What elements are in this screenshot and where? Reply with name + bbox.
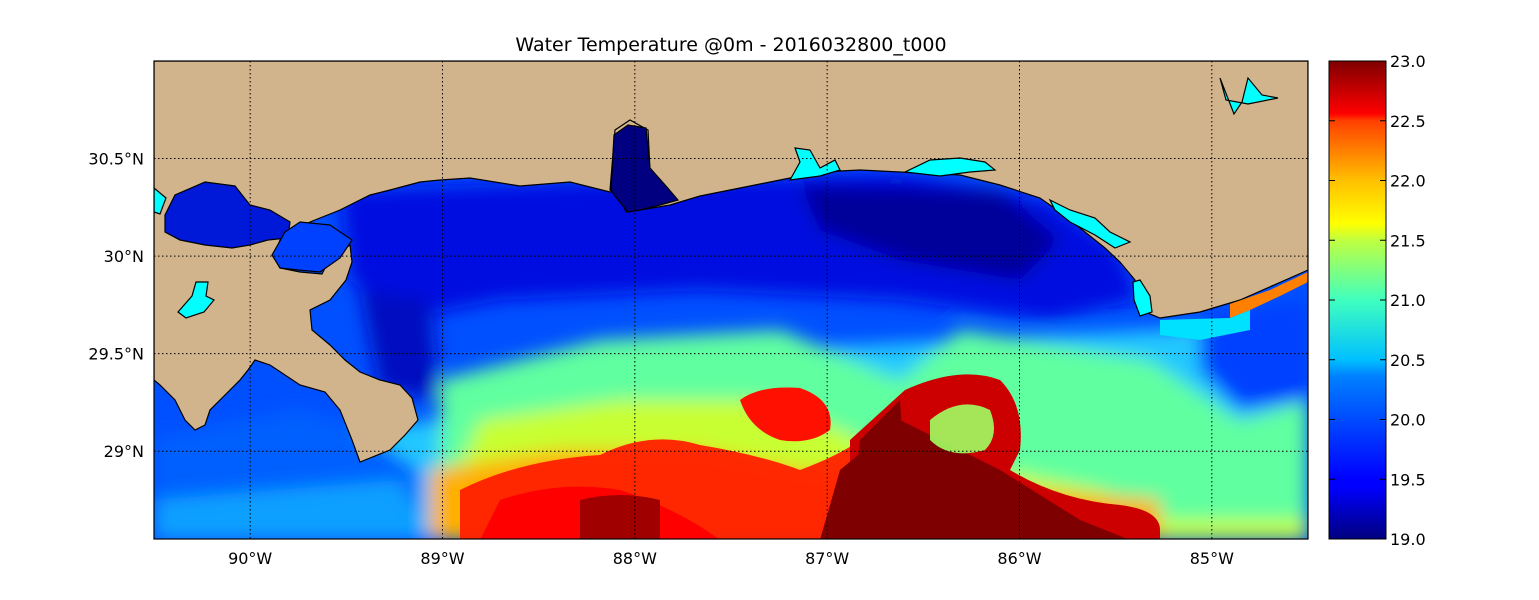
lon-tick-label: 87°W — [805, 549, 849, 568]
colorbar-gradient — [1328, 60, 1387, 540]
colorbar-tick-label: 20.0 — [1390, 411, 1426, 430]
colorbar-tick-label: 23.0 — [1390, 52, 1426, 71]
colorbar-tick-label: 19.5 — [1390, 470, 1426, 489]
colorbar-tick-label: 21.0 — [1390, 291, 1426, 310]
lat-tick-label: 29.5°N — [88, 345, 144, 364]
colorbar-tick-label: 20.5 — [1390, 351, 1426, 370]
lon-tick-label: 88°W — [613, 549, 657, 568]
map-area — [154, 61, 1308, 539]
big-bend-nearshore — [1230, 272, 1308, 318]
lon-tick-label: 89°W — [420, 549, 464, 568]
big-bend-nearshore-2 — [1160, 310, 1250, 340]
graticule — [154, 61, 1308, 539]
lon-tick-label: 86°W — [997, 549, 1041, 568]
lon-tick-label: 90°W — [228, 549, 272, 568]
inland-pond — [177, 281, 215, 319]
colorbar: 19.0 19.5 20.0 20.5 21.0 21.5 22.0 22.5 23.0 — [1328, 52, 1426, 549]
mobile-bay — [610, 124, 680, 213]
colorbar-ticks: 19.0 19.5 20.0 20.5 21.0 21.5 22.0 22.5 23.0 — [1329, 52, 1426, 549]
lat-tick-label: 30°N — [104, 247, 144, 266]
apalachee-strip — [1132, 279, 1153, 317]
st-andrew-bay — [1048, 198, 1132, 249]
map-title: Water Temperature @0m - 2016032800_t000 — [515, 34, 947, 56]
colorbar-tick-label: 22.0 — [1390, 172, 1426, 191]
map-frame — [153, 60, 1309, 540]
longitude-labels: 90°W 89°W 88°W 87°W 86°W 85°W — [228, 549, 1234, 568]
lat-tick-label: 30.5°N — [88, 150, 144, 169]
latitude-labels: 30.5°N 30°N 29.5°N 29°N — [88, 150, 144, 462]
colorbar-tick-label: 21.5 — [1390, 231, 1426, 250]
lake-seminole — [1219, 76, 1279, 116]
colorbar-tick-label: 22.5 — [1390, 112, 1426, 131]
lat-tick-label: 29°N — [104, 442, 144, 461]
colorbar-tick-label: 19.0 — [1390, 530, 1426, 549]
west-edge-water — [154, 187, 167, 215]
lon-tick-label: 85°W — [1190, 549, 1234, 568]
lake-borgne — [271, 221, 353, 273]
sea-temperature-field — [154, 61, 1308, 539]
choctawhatchee-bay — [902, 157, 997, 177]
